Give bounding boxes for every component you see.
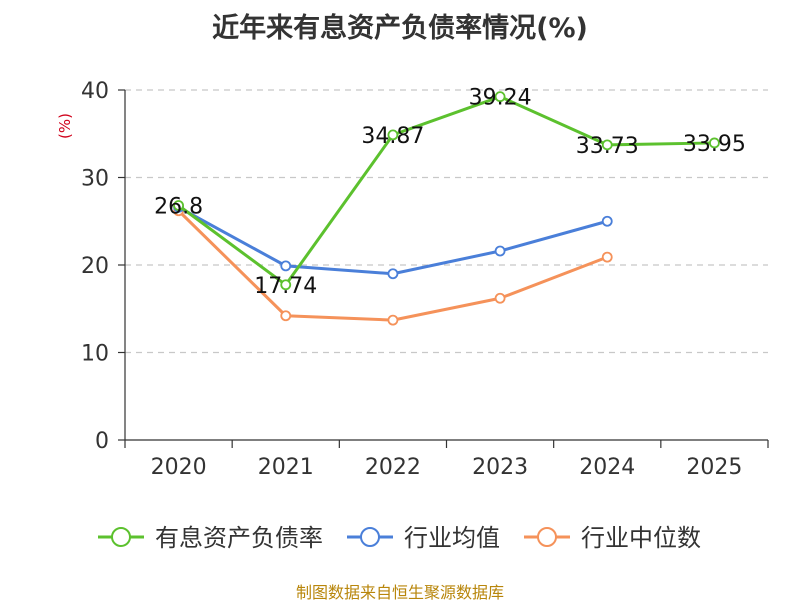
data-label: 34.87 bbox=[361, 124, 424, 149]
data-point bbox=[494, 91, 506, 103]
series-line-1 bbox=[177, 205, 608, 276]
y-tick-label: 0 bbox=[95, 429, 109, 454]
x-tick-label: 2021 bbox=[258, 455, 314, 480]
data-point bbox=[601, 251, 613, 263]
data-point bbox=[387, 129, 399, 141]
data-label: 17.74 bbox=[254, 274, 317, 299]
legend-marker bbox=[537, 527, 557, 547]
x-tick-label: 2023 bbox=[472, 455, 528, 480]
data-label: 33.95 bbox=[683, 132, 746, 157]
legend-label: 行业中位数 bbox=[581, 524, 701, 552]
legend-label: 有息资产负债率 bbox=[155, 524, 323, 552]
source-note: 制图数据来自恒生聚源数据库 bbox=[295, 583, 504, 602]
x-tick-label: 2020 bbox=[151, 455, 207, 480]
data-point bbox=[173, 200, 184, 211]
x-tick-label: 2025 bbox=[686, 455, 742, 480]
data-point bbox=[387, 268, 399, 280]
data-label: 39.24 bbox=[469, 86, 532, 111]
legend-marker bbox=[111, 527, 131, 547]
data-point bbox=[709, 137, 720, 149]
y-tick-label: 30 bbox=[81, 167, 109, 192]
x-tick-label: 2024 bbox=[579, 455, 635, 480]
data-point bbox=[280, 279, 292, 291]
data-point bbox=[280, 260, 292, 272]
data-label: 33.73 bbox=[576, 134, 639, 159]
y-tick-label: 40 bbox=[81, 79, 109, 104]
x-tick-label: 2022 bbox=[365, 455, 421, 480]
data-point bbox=[280, 310, 292, 322]
chart-title: 近年来有息资产负债率情况(%) bbox=[212, 13, 588, 44]
data-point bbox=[387, 314, 399, 326]
data-point bbox=[494, 292, 506, 304]
legend-marker bbox=[360, 527, 380, 547]
data-point bbox=[601, 215, 613, 227]
y-axis-label: (%) bbox=[56, 113, 74, 139]
data-point bbox=[601, 139, 613, 151]
data-label: 26.8 bbox=[154, 195, 203, 220]
series-line-0 bbox=[177, 95, 715, 287]
y-tick-label: 10 bbox=[81, 342, 109, 367]
legend-label: 行业均值 bbox=[404, 524, 500, 552]
data-point bbox=[494, 245, 506, 257]
y-tick-label: 20 bbox=[81, 254, 109, 279]
